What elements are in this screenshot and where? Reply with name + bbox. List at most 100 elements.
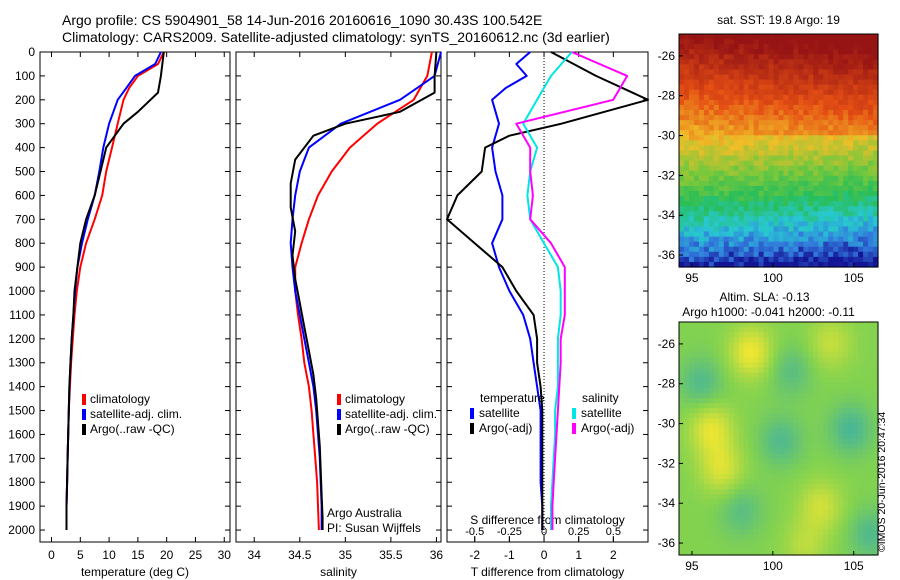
sst-map-cell xyxy=(858,251,864,258)
sla-map-cell xyxy=(693,494,700,500)
sst-map-cell xyxy=(863,231,869,238)
sla-map-cell xyxy=(728,438,735,445)
sst-map-cell xyxy=(858,175,864,182)
sla-map-cell xyxy=(858,357,864,364)
sst-map-cell xyxy=(703,59,710,65)
sla-map-cell xyxy=(818,408,824,414)
sst-map-cell xyxy=(728,94,735,101)
sla-map-cell xyxy=(793,418,799,424)
sst-map-cell xyxy=(808,251,814,258)
sst-map-cell xyxy=(778,64,785,71)
sst-map-cell xyxy=(788,54,795,60)
sla-map-cell xyxy=(763,499,770,505)
sla-map-cell xyxy=(733,519,740,526)
sst-map-cell xyxy=(793,54,799,60)
sla-map-cell xyxy=(763,403,770,409)
sst-map-cell xyxy=(733,109,740,116)
sla-map-cell xyxy=(758,504,765,511)
sst-map-cell xyxy=(713,180,720,187)
sst-map-cell xyxy=(753,115,760,121)
sst-map-cell xyxy=(688,135,695,141)
sst-map-cell xyxy=(703,241,710,248)
sla-map-cell xyxy=(783,397,790,404)
sst-map-cell xyxy=(713,79,720,86)
sst-map-cell xyxy=(843,74,849,81)
sst-map-cell xyxy=(828,145,834,152)
sla-map-cell xyxy=(733,342,740,348)
sla-map-cell xyxy=(718,377,725,384)
sst-map-cell xyxy=(818,196,824,202)
sla-map-cell xyxy=(718,443,725,450)
sla-map-cell xyxy=(843,539,849,546)
sst-map-cell xyxy=(748,180,755,187)
sst-map-cell xyxy=(843,196,849,202)
sla-map-cell xyxy=(838,408,844,414)
sst-map-cell xyxy=(808,145,814,152)
sst-map-cell xyxy=(708,241,715,248)
sla-map-cell xyxy=(858,549,864,556)
sla-map-ytick-label: -36 xyxy=(658,536,676,550)
sst-map-cell xyxy=(693,64,700,71)
sst-map-cell xyxy=(833,79,839,86)
sst-map-cell xyxy=(708,44,715,50)
sst-map-cell xyxy=(718,185,725,192)
sst-map-cell xyxy=(738,155,745,162)
sla-map-cell xyxy=(683,408,690,414)
sst-map-cell xyxy=(708,94,715,101)
sla-map-ytick-label: -26 xyxy=(658,337,676,351)
sst-map-cell xyxy=(858,256,864,263)
sla-map-cell xyxy=(718,362,725,369)
sla-map-cell xyxy=(788,519,795,526)
sla-map-cell xyxy=(858,322,864,328)
sla-map-cell xyxy=(683,519,690,526)
sst-map-cell xyxy=(823,206,829,212)
sst-map-cell xyxy=(858,180,864,187)
sst-map-cell xyxy=(773,155,780,162)
sla-map-cell xyxy=(713,403,720,409)
sla-map-cell xyxy=(778,397,785,404)
sla-map-cell xyxy=(783,337,790,343)
sla-map-cell xyxy=(783,494,790,500)
sst-map-cell xyxy=(743,261,750,268)
sla-map-cell xyxy=(763,392,770,399)
sst-map-cell xyxy=(763,185,770,192)
sst-map-cell xyxy=(753,54,760,60)
sla-map-cell xyxy=(793,489,799,495)
sla-map-cell xyxy=(703,453,710,460)
sst-map-cell xyxy=(723,99,730,106)
sla-map-cell xyxy=(788,489,795,495)
sla-map-cell xyxy=(683,357,690,364)
sla-map-cell xyxy=(848,463,854,470)
sla-map-cell xyxy=(813,473,819,480)
sla-map-cell xyxy=(783,418,790,424)
sla-map-cell xyxy=(713,509,720,516)
sst-map-cell xyxy=(778,226,785,233)
sst-map-cell xyxy=(763,165,770,172)
sla-map-cell xyxy=(858,524,864,531)
sst-map-cell xyxy=(788,79,795,86)
sla-map-cell xyxy=(873,322,879,328)
temp-xtick-label: 25 xyxy=(189,548,203,562)
sst-map-cell xyxy=(773,221,780,228)
sst-map-cell xyxy=(783,49,790,55)
sst-map-cell xyxy=(798,79,804,86)
sst-map-cell xyxy=(828,175,834,182)
sst-map-cell xyxy=(808,84,814,91)
sst-map-cell xyxy=(803,49,809,55)
sst-map-cell xyxy=(808,180,814,187)
sst-map-cell xyxy=(803,125,809,131)
sst-map-cell xyxy=(778,211,785,217)
sla-map-cell xyxy=(679,362,685,369)
sla-map-cell xyxy=(838,342,844,348)
sla-map-cell xyxy=(733,489,740,495)
sla-map-cell xyxy=(868,529,874,536)
sla-map-cell xyxy=(813,418,819,424)
sla-map-cell xyxy=(708,342,715,348)
sst-map-cell xyxy=(738,170,745,177)
sst-map-cell xyxy=(853,261,859,268)
sst-map-cell xyxy=(868,130,874,136)
sla-map-cell xyxy=(743,382,750,389)
sla-map-cell xyxy=(793,549,799,556)
sla-map-cell xyxy=(798,433,804,440)
sst-map-cell xyxy=(868,221,874,228)
